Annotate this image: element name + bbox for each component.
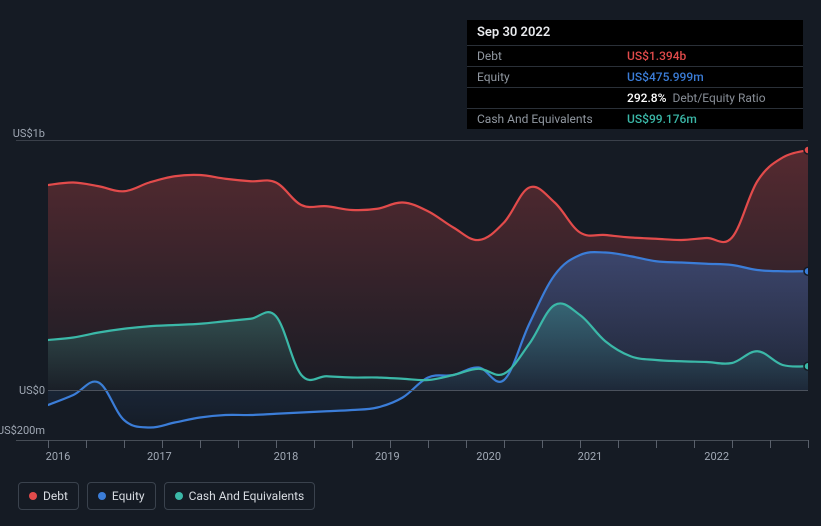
x-label: 2019 (375, 450, 400, 463)
x-tick (580, 440, 581, 448)
x-tick (466, 440, 467, 448)
x-label: 2017 (147, 450, 172, 463)
series-end-marker-cash (804, 362, 808, 370)
y-label-top: US$1b (0, 127, 45, 140)
x-tick (276, 440, 277, 448)
x-axis: 2016 2017 2018 2019 2020 2021 2022 (48, 440, 808, 460)
legend-item[interactable]: Cash And Equivalents (164, 482, 316, 510)
plot-svg (48, 140, 808, 440)
x-tick (162, 440, 163, 448)
tooltip-row-value: 292.8% (627, 92, 666, 104)
y-label-zero: US$0 (0, 384, 45, 397)
x-tick (200, 440, 201, 448)
x-tick (618, 440, 619, 448)
series-end-marker-equity (804, 267, 808, 275)
legend-item[interactable]: Equity (87, 482, 156, 510)
x-tick (124, 440, 125, 448)
tooltip-row-value: US$475.999m (627, 71, 704, 83)
tooltip-row: EquityUS$475.999m (467, 66, 803, 87)
x-label: 2021 (578, 450, 603, 463)
tooltip-row: Cash And EquivalentsUS$99.176m (467, 108, 803, 129)
x-label: 2018 (274, 450, 299, 463)
tooltip-row: DebtUS$1.394b (467, 45, 803, 66)
tooltip-row-label (477, 92, 627, 104)
x-tick (694, 440, 695, 448)
tooltip-row-value: US$1.394b (627, 50, 686, 62)
legend-label: Cash And Equivalents (189, 489, 305, 503)
x-tick (390, 440, 391, 448)
tooltip-row-label: Debt (477, 50, 627, 62)
legend: Debt Equity Cash And Equivalents (18, 482, 315, 510)
x-label: 2022 (704, 450, 729, 463)
tooltip-row-label: Equity (477, 71, 627, 83)
x-label: 2016 (46, 450, 71, 463)
x-label: 2020 (476, 450, 501, 463)
x-tick (238, 440, 239, 448)
x-tick (732, 440, 733, 448)
y-label-neg: -US$200m (0, 424, 45, 437)
legend-label: Debt (43, 489, 68, 503)
tooltip-row-label: Cash And Equivalents (477, 113, 627, 125)
tooltip-title: Sep 30 2022 (467, 20, 803, 45)
x-tick (48, 440, 49, 448)
gridline-zero (48, 390, 808, 391)
legend-label: Equity (112, 489, 145, 503)
x-tick (314, 440, 315, 448)
x-tick (86, 440, 87, 448)
legend-item[interactable]: Debt (18, 482, 79, 510)
chart-tooltip: Sep 30 2022 DebtUS$1.394bEquityUS$475.99… (467, 20, 803, 129)
x-tick (352, 440, 353, 448)
tooltip-row-extra: Debt/Equity Ratio (672, 92, 765, 104)
tooltip-row-value: US$99.176m (627, 113, 697, 125)
legend-dot-icon (29, 492, 37, 500)
x-tick (504, 440, 505, 448)
tooltip-row: 292.8% Debt/Equity Ratio (467, 87, 803, 108)
x-tick (656, 440, 657, 448)
chart-plot (48, 140, 808, 440)
legend-dot-icon (98, 492, 106, 500)
x-tick (428, 440, 429, 448)
series-end-marker-debt (804, 146, 808, 154)
x-tick (770, 440, 771, 448)
legend-dot-icon (175, 492, 183, 500)
x-tick (542, 440, 543, 448)
x-tick (808, 440, 809, 448)
